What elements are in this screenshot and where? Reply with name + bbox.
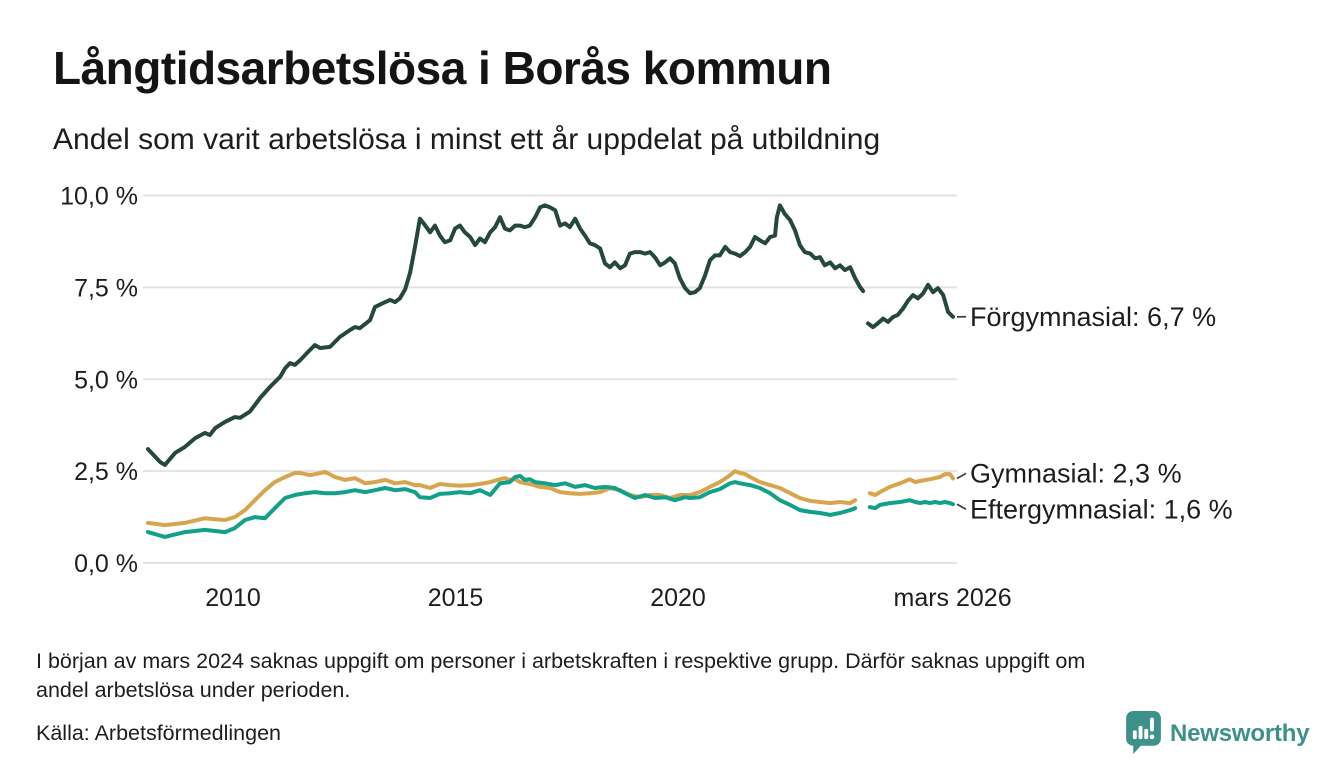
footnote-line-2: andel arbetslösa under perioden. [36, 677, 351, 702]
y-tick-label: 10,0 % [60, 183, 138, 211]
series-end-label-gymnasial: Gymnasial: 2,3 % [970, 458, 1182, 488]
x-tick-label: 2020 [650, 584, 706, 612]
label-connector [956, 503, 967, 511]
y-tick-label: 7,5 % [74, 274, 138, 302]
label-connector [956, 472, 967, 480]
chart-title: Långtidsarbetslösa i Borås kommun [53, 42, 832, 94]
series-end-label-förgymnasial: Förgymnasial: 6,7 % [970, 302, 1216, 332]
series-line-gymnasial [867, 472, 955, 497]
y-tick-label: 2,5 % [74, 458, 138, 486]
series-line-eftergymnasial [867, 498, 955, 511]
x-tick-label: 2015 [428, 584, 484, 612]
y-tick-label: 0,0 % [74, 550, 138, 578]
y-tick-label: 5,0 % [74, 366, 138, 394]
series-line-förgymnasial [146, 203, 866, 467]
x-tick-label: mars 2026 [894, 584, 1012, 612]
series-line-förgymnasial [866, 282, 955, 330]
source-label: Källa: Arbetsförmedlingen [36, 721, 282, 745]
footnote-line-1: I början av mars 2024 saknas uppgift om … [36, 649, 1086, 673]
series-line-eftergymnasial [146, 473, 858, 539]
newsworthy-wordmark: Newsworthy [1170, 719, 1310, 747]
newsworthy-icon [1126, 711, 1161, 754]
chart-subtitle: Andel som varit arbetslösa i minst ett å… [53, 123, 881, 156]
chart-footnote: I början av mars 2024 saknas uppgift om … [36, 647, 1085, 704]
x-tick-label: 2010 [205, 584, 261, 612]
newsworthy-logo: Newsworthy [1126, 711, 1310, 756]
series-end-label-eftergymnasial: Eftergymnasial: 1,6 % [970, 494, 1233, 524]
